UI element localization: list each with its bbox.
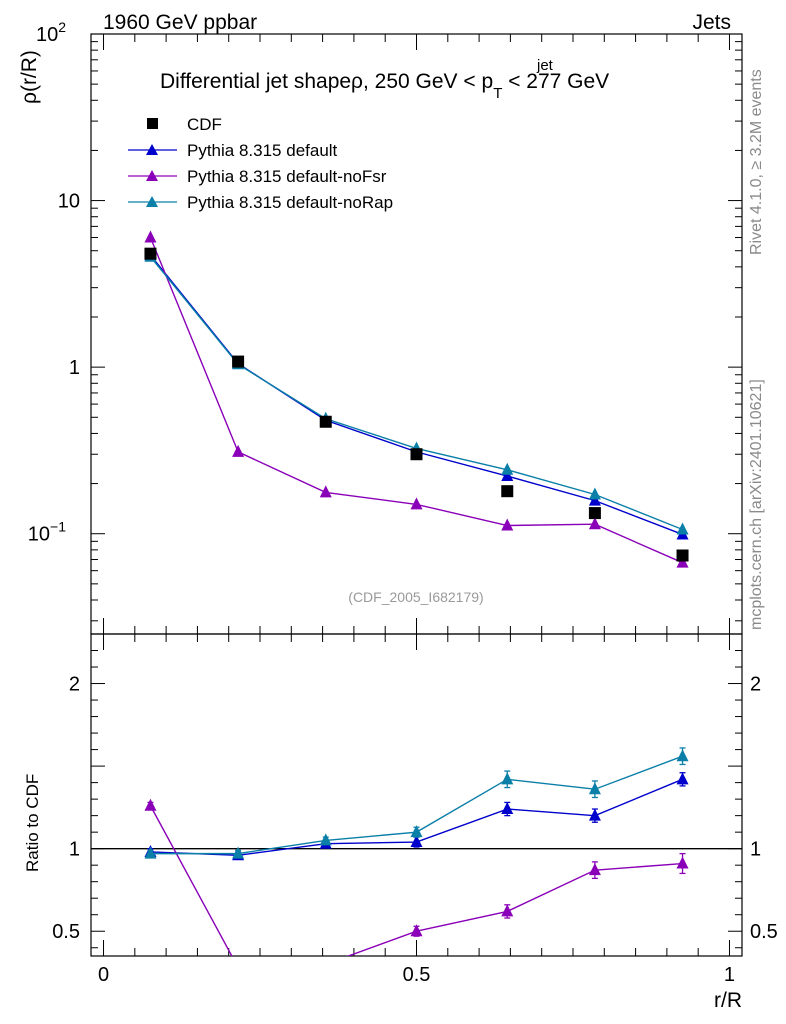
title-tail: < 277 GeV bbox=[502, 70, 609, 93]
x-tick-label: 1 bbox=[724, 964, 735, 986]
ratio-y-tick-label-right: 2 bbox=[750, 674, 761, 696]
data-point bbox=[319, 415, 332, 428]
title-sup: jet bbox=[536, 57, 554, 74]
y-tick-label: 1 bbox=[69, 357, 80, 379]
header-left: 1960 GeV ppbar bbox=[103, 11, 257, 34]
data-point bbox=[410, 448, 423, 461]
ratio-series-point bbox=[232, 846, 245, 859]
legend-label-default: Pythia 8.315 default bbox=[187, 141, 338, 160]
ratio-series-point bbox=[588, 863, 601, 876]
mcplots-label: mcplots.cern.ch [arXiv:2401.10621] bbox=[748, 379, 765, 630]
y-tick-exp: 2 bbox=[58, 19, 66, 35]
ratio-y-tick-label-right: 0.5 bbox=[750, 921, 778, 943]
series-point bbox=[410, 497, 423, 510]
legend-marker-default bbox=[146, 144, 158, 155]
legend-label-norap: Pythia 8.315 default-noRap bbox=[187, 193, 393, 212]
analysis-watermark: (CDF_2005_I682179) bbox=[348, 589, 483, 605]
ratio-y-tick-label: 0.5 bbox=[52, 921, 80, 943]
series-point bbox=[588, 487, 601, 500]
y-tick-base: 10 bbox=[36, 24, 58, 46]
y-tick-label: 10−1 bbox=[28, 519, 66, 546]
series-point bbox=[319, 485, 332, 498]
series-point bbox=[501, 518, 514, 531]
plot-title: Differential jet shapeρ, 250 GeV < pT < … bbox=[160, 70, 609, 102]
legend-marker-norap bbox=[146, 196, 158, 207]
rivet-label: Rivet 4.1.0, ≥ 3.2M events bbox=[748, 69, 765, 255]
y-axis-label: ρ(r/R) bbox=[18, 50, 41, 104]
series-point bbox=[676, 555, 689, 568]
ratio-series-point bbox=[501, 904, 514, 917]
ratio-series-point bbox=[410, 825, 423, 838]
header-right: Jets bbox=[692, 11, 731, 34]
y-tick-label: 102 bbox=[36, 19, 66, 46]
ratio-y-tick-label: 1 bbox=[69, 839, 80, 861]
legend-label-nofsr: Pythia 8.315 default-noFsr bbox=[187, 167, 387, 186]
legend: CDF Pythia 8.315 default Pythia 8.315 de… bbox=[128, 115, 393, 212]
series-point bbox=[144, 230, 157, 243]
data-point bbox=[676, 549, 689, 562]
main-plot-layer bbox=[144, 230, 689, 568]
x-tick-label: 0 bbox=[98, 964, 109, 986]
ratio-plot-layer bbox=[144, 747, 689, 973]
ratio-series-point bbox=[144, 798, 157, 811]
ratio-series-point bbox=[144, 846, 157, 859]
ratio-series-point bbox=[588, 808, 601, 821]
y-tick-exp: −1 bbox=[50, 519, 66, 535]
x-axis-label: r/R bbox=[714, 989, 742, 1012]
ratio-series-point bbox=[320, 957, 332, 969]
data-point bbox=[144, 247, 157, 260]
title-main: Differential jet shapeρ, 250 GeV < p bbox=[160, 70, 493, 93]
ratio-series-point bbox=[588, 782, 601, 795]
y-tick-label: 10 bbox=[58, 191, 80, 213]
series-point bbox=[588, 493, 601, 506]
ratio-series-point bbox=[676, 856, 689, 869]
ratio-series-point bbox=[410, 924, 423, 937]
legend-marker-cdf bbox=[147, 118, 158, 129]
ratio-series-point bbox=[676, 772, 689, 785]
ratio-series-point bbox=[501, 802, 514, 815]
series-line bbox=[149, 237, 683, 564]
series-point bbox=[676, 522, 689, 535]
data-point bbox=[501, 485, 514, 498]
ratio-y-tick-label-right: 1 bbox=[750, 839, 761, 861]
series-point bbox=[232, 444, 245, 457]
series-line bbox=[149, 254, 683, 536]
series-point bbox=[501, 469, 514, 482]
title-sub: T bbox=[493, 85, 502, 102]
ratio-series-point bbox=[676, 749, 689, 762]
series-line bbox=[149, 256, 683, 531]
data-point bbox=[588, 507, 601, 520]
y-tick-base: 10 bbox=[28, 524, 50, 546]
ratio-y-axis-label: Ratio to CDF bbox=[23, 774, 42, 872]
series-point bbox=[501, 462, 514, 475]
ratio-series-point bbox=[501, 772, 514, 785]
x-tick-label: 0.5 bbox=[403, 964, 431, 986]
ratio-y-tick-label: 2 bbox=[69, 674, 80, 696]
series-point bbox=[588, 517, 601, 530]
ratio-series-point bbox=[319, 833, 332, 846]
legend-label-cdf: CDF bbox=[187, 115, 222, 134]
ratio-series-point bbox=[232, 961, 244, 973]
data-point bbox=[232, 355, 245, 368]
legend-marker-nofsr bbox=[146, 170, 158, 181]
ratio-series-point bbox=[410, 835, 423, 848]
